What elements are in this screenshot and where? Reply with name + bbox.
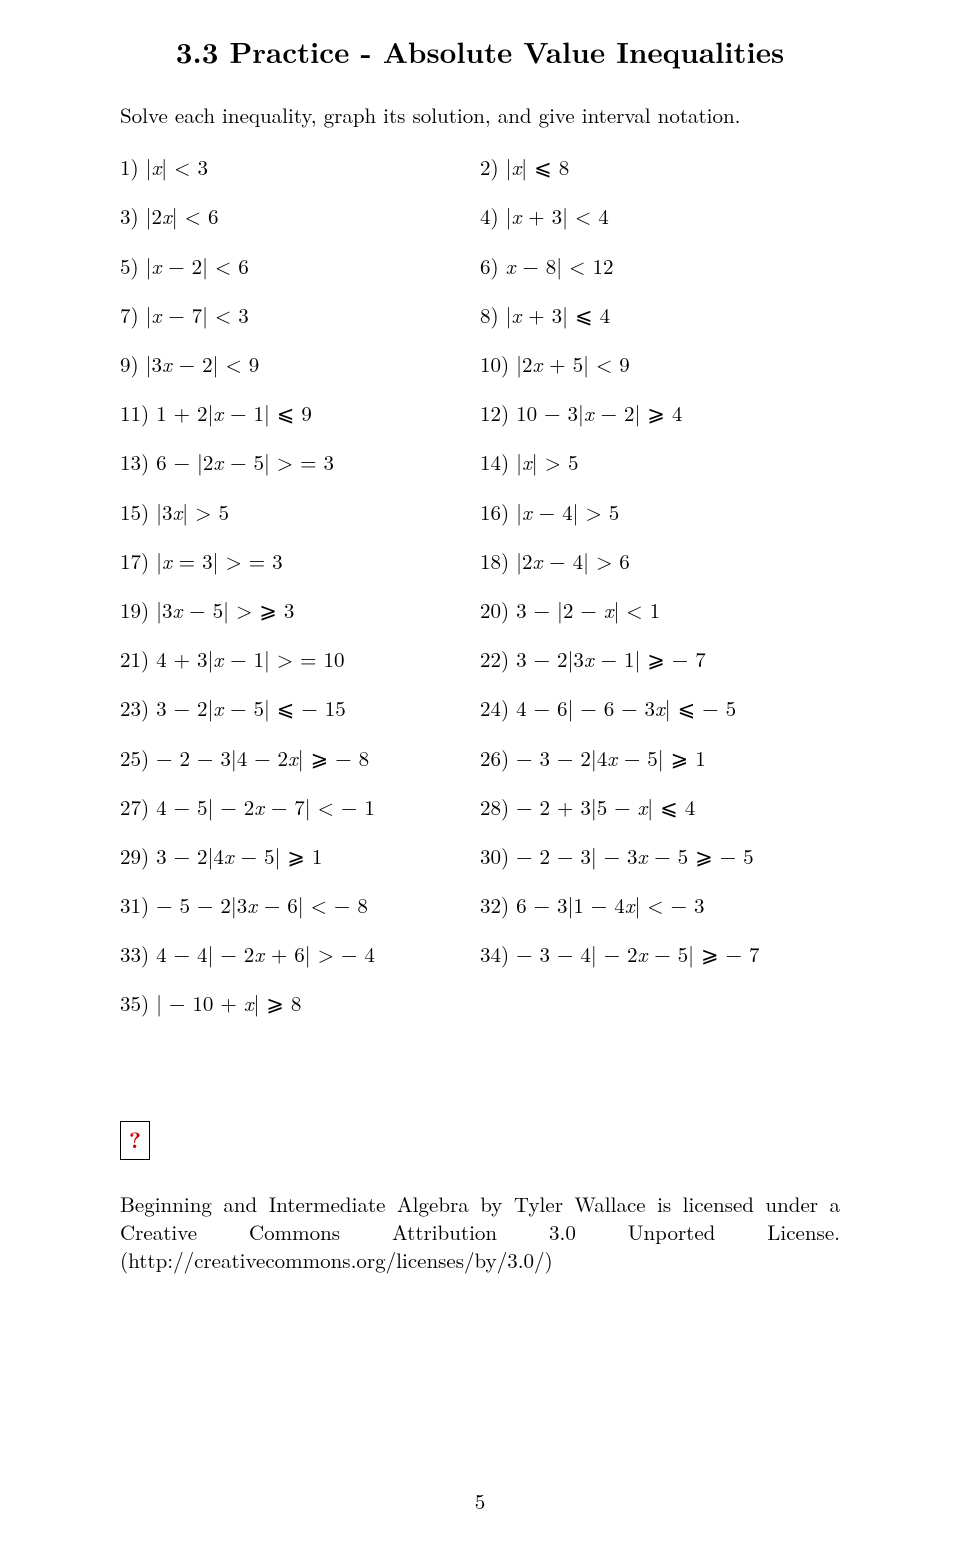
problem-item: 10) |2x + 5| < 9: [480, 352, 840, 377]
problem-item: 15) |3x| > 5: [120, 500, 480, 525]
page-number: 5: [0, 1486, 960, 1516]
right-column: 2) |x| ⩽ 8 4) |x + 3| < 4 6) x − 8| < 12 8)…: [480, 155, 840, 1040]
problem-item: 2) |x| ⩽ 8: [480, 155, 840, 180]
problem-item: 7) |x − 7| < 3: [120, 303, 480, 328]
problem-item: 30) − 2 − 3| − 3x − 5 ⩾ − 5: [480, 844, 840, 869]
problem-item: 1) |x| < 3: [120, 155, 480, 180]
problem-item: 5) |x − 2| < 6: [120, 254, 480, 279]
problem-item: 8) |x + 3| ⩽ 4: [480, 303, 840, 328]
problem-item: 31) − 5 − 2|3x − 6| < − 8: [120, 893, 480, 918]
problem-item: 27) 4 − 5| − 2x − 7| < − 1: [120, 795, 480, 820]
instructions: Solve each inequality, graph its solutio…: [120, 102, 840, 129]
problem-item: 3) |2x| < 6: [120, 204, 480, 229]
problem-item: 11) 1 + 2|x − 1| ⩽ 9: [120, 401, 480, 426]
problem-item: 34) − 3 − 4| − 2x − 5| ⩾ − 7: [480, 942, 840, 967]
page-title: 3.3 Practice - Absolute Value Inequaliti…: [120, 30, 840, 72]
problem-item: 21) 4 + 3|x − 1| > = 10: [120, 647, 480, 672]
license-footer: Beginning and Intermediate Algebra by Ty…: [120, 1190, 840, 1275]
problem-item: 4) |x + 3| < 4: [480, 204, 840, 229]
problem-item: 13) 6 − |2x − 5| > = 3: [120, 450, 480, 475]
missing-glyph: ?: [129, 1124, 141, 1155]
page: 3.3 Practice - Absolute Value Inequaliti…: [0, 0, 960, 1544]
problem-item: 28) − 2 + 3|5 − x| ⩽ 4: [480, 795, 840, 820]
problem-item: 24) 4 − 6| − 6 − 3x| ⩽ − 5: [480, 696, 840, 721]
problem-item: 19) |3x − 5| > ⩾ 3: [120, 598, 480, 623]
problem-item: 20) 3 − |2 − x| < 1: [480, 598, 840, 623]
problem-item: 9) |3x − 2| < 9: [120, 352, 480, 377]
problem-item: 22) 3 − 2|3x − 1| ⩾ − 7: [480, 647, 840, 672]
problem-item: 26) − 3 − 2|4x − 5| ⩾ 1: [480, 746, 840, 771]
problem-item: 25) − 2 − 3|4 − 2x| ⩾ − 8: [120, 746, 480, 771]
problem-item: 6) x − 8| < 12: [480, 254, 840, 279]
problem-item: 35) | − 10 + x| ⩾ 8: [120, 991, 480, 1016]
missing-image-box: ?: [120, 1041, 840, 1190]
problem-item: 17) |x = 3| > = 3: [120, 549, 480, 574]
problem-item: 18) |2x − 4| > 6: [480, 549, 840, 574]
problem-item: 14) |x| > 5: [480, 450, 840, 475]
problem-item: 33) 4 − 4| − 2x + 6| > − 4: [120, 942, 480, 967]
problem-item: 32) 6 − 3|1 − 4x| < − 3: [480, 893, 840, 918]
left-column: 1) |x| < 3 3) |2x| < 6 5) |x − 2| < 6 7) |x…: [120, 155, 480, 1040]
problem-item: 29) 3 − 2|4x − 5| ⩾ 1: [120, 844, 480, 869]
problem-item: 16) |x − 4| > 5: [480, 500, 840, 525]
problem-item: 23) 3 − 2|x − 5| ⩽ − 15: [120, 696, 480, 721]
problem-columns: 1) |x| < 3 3) |2x| < 6 5) |x − 2| < 6 7) |x…: [120, 155, 840, 1040]
problem-item: 12) 10 − 3|x − 2| ⩾ 4: [480, 401, 840, 426]
